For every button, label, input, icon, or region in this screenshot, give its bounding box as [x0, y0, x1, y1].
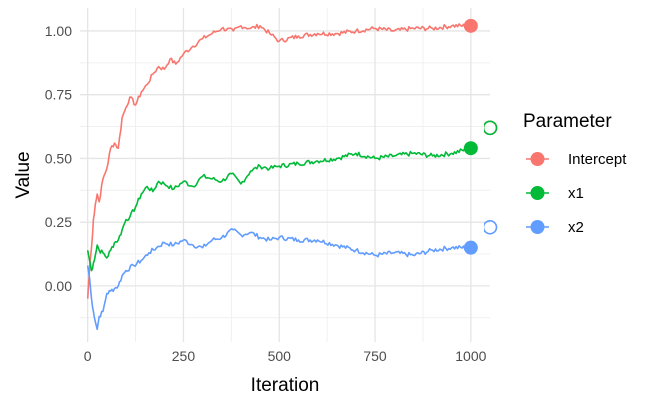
x-tick-label: 500 [268, 348, 292, 364]
legend-entries: Intercept x1 x2 [526, 151, 627, 236]
x-tick-label: 750 [363, 348, 387, 364]
legend-key-marker [530, 220, 545, 234]
y-tick-label: 0.75 [45, 87, 72, 103]
x-tick-label: 0 [84, 348, 92, 364]
endpoint-marker-x1 [463, 141, 478, 156]
y-axis-ticks: 0.00 0.25 0.50 0.75 1.00 [45, 23, 72, 294]
endpoint-markers [463, 18, 498, 255]
x-tick-label: 250 [172, 348, 196, 364]
partial-marker-x2 [484, 219, 498, 235]
series-line-x1 [86, 147, 472, 272]
legend-key-marker [530, 152, 545, 166]
grid-lines [80, 8, 490, 342]
y-axis-title: Value [13, 151, 34, 198]
x-tick-label: 1000 [455, 348, 486, 364]
endpoint-marker-x2 [463, 240, 478, 255]
legend-key-marker [530, 186, 545, 200]
legend-label: x1 [568, 185, 584, 202]
y-tick-label: 0.00 [45, 278, 72, 294]
legend-label: x2 [568, 219, 584, 236]
legend-entry-x2: x2 [526, 219, 584, 236]
series-line-intercept [86, 23, 472, 299]
partial-marker-x1 [484, 120, 498, 136]
legend: Parameter Intercept x1 x2 [523, 111, 627, 236]
legend-label: Intercept [568, 151, 627, 168]
y-tick-label: 1.00 [45, 23, 72, 39]
x-axis-title: Iteration [251, 375, 320, 396]
plot-panel [80, 8, 490, 342]
series-line-x2 [86, 228, 472, 331]
legend-entry-intercept: Intercept [526, 151, 627, 168]
endpoint-marker-intercept [463, 18, 478, 33]
legend-entry-x1: x1 [526, 185, 584, 202]
x-axis-ticks: 0 250 500 750 1000 [84, 348, 487, 364]
series-lines [86, 23, 472, 331]
y-tick-label: 0.50 [45, 150, 72, 166]
legend-title: Parameter [523, 111, 612, 132]
y-tick-label: 0.25 [45, 214, 72, 230]
